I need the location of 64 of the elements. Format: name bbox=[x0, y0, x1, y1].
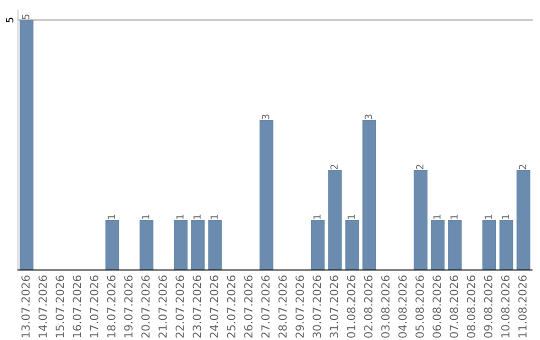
data-label: 1 bbox=[210, 214, 218, 219]
x-tick-label: 20.07.2026 bbox=[141, 276, 150, 338]
data-label: 1 bbox=[313, 214, 321, 219]
data-label: 2 bbox=[330, 164, 338, 170]
bar bbox=[345, 220, 359, 270]
x-tick-label: 15.07.2026 bbox=[56, 276, 64, 338]
bar bbox=[260, 120, 274, 270]
bar bbox=[328, 170, 342, 270]
x-tick-label: 04.08.2026 bbox=[398, 276, 407, 338]
x-tick-label: 10.08.2026 bbox=[501, 276, 510, 338]
data-label: 3 bbox=[364, 114, 372, 120]
x-tick-label: 14.07.2026 bbox=[38, 276, 47, 338]
data-label: 1 bbox=[108, 214, 115, 219]
x-tick-label: 21.07.2026 bbox=[158, 276, 167, 338]
data-label: 1 bbox=[433, 214, 440, 219]
x-tick-label: 24.07.2026 bbox=[210, 276, 218, 338]
data-label: 1 bbox=[484, 214, 492, 219]
bar bbox=[20, 20, 34, 270]
data-label: 1 bbox=[502, 214, 509, 219]
bar bbox=[362, 120, 376, 270]
x-tick-label: 26.07.2026 bbox=[244, 276, 253, 338]
data-label: 5 bbox=[22, 14, 30, 20]
bar bbox=[414, 170, 428, 270]
x-tick-label: 07.08.2026 bbox=[450, 276, 458, 338]
bar bbox=[516, 170, 530, 270]
x-tick-label: 06.08.2026 bbox=[432, 276, 441, 338]
data-label: 1 bbox=[348, 214, 355, 219]
x-tick-label: 17.07.2026 bbox=[90, 276, 98, 338]
x-tick-label: 18.07.2026 bbox=[107, 276, 116, 338]
x-tick-label: 05.08.2026 bbox=[415, 276, 424, 338]
bar bbox=[430, 220, 445, 270]
x-tick-label: 30.07.2026 bbox=[312, 276, 322, 338]
x-tick-label: 09.08.2026 bbox=[484, 276, 492, 338]
data-label: 1 bbox=[176, 214, 184, 219]
bar bbox=[310, 220, 325, 270]
x-tick-label: 08.08.2026 bbox=[466, 276, 476, 338]
x-tick-label: 16.07.2026 bbox=[72, 276, 82, 338]
bar bbox=[105, 220, 120, 270]
x-tick-label: 13.07.2026 bbox=[21, 276, 30, 338]
data-label: 3 bbox=[262, 114, 270, 120]
bar bbox=[191, 220, 205, 270]
x-tick-label: 31.07.2026 bbox=[330, 276, 338, 338]
x-tick-label: 22.07.2026 bbox=[176, 276, 184, 338]
data-label: 2 bbox=[518, 164, 526, 170]
x-tick-label: 02.08.2026 bbox=[364, 276, 372, 338]
bar bbox=[448, 220, 462, 270]
bar bbox=[208, 220, 222, 270]
bar bbox=[482, 220, 496, 270]
data-label: 2 bbox=[416, 164, 424, 170]
x-tick-label: 28.07.2026 bbox=[278, 276, 287, 338]
x-tick-label: 23.07.2026 bbox=[192, 276, 202, 338]
x-tick-label: 27.07.2026 bbox=[261, 276, 270, 338]
x-tick-label: 11.08.2026 bbox=[518, 276, 527, 338]
bar bbox=[140, 220, 154, 270]
x-tick-label: 01.08.2026 bbox=[346, 276, 356, 338]
bar bbox=[174, 220, 188, 270]
bar bbox=[499, 220, 514, 270]
x-tick-label: 19.07.2026 bbox=[124, 276, 133, 338]
data-label: 1 bbox=[193, 214, 201, 219]
x-tick-label: 03.08.2026 bbox=[381, 276, 390, 338]
x-tick-label: 25.07.2026 bbox=[226, 276, 236, 338]
x-tick-label: 29.07.2026 bbox=[296, 276, 304, 338]
data-label: 1 bbox=[142, 214, 150, 219]
data-label: 1 bbox=[450, 214, 458, 219]
